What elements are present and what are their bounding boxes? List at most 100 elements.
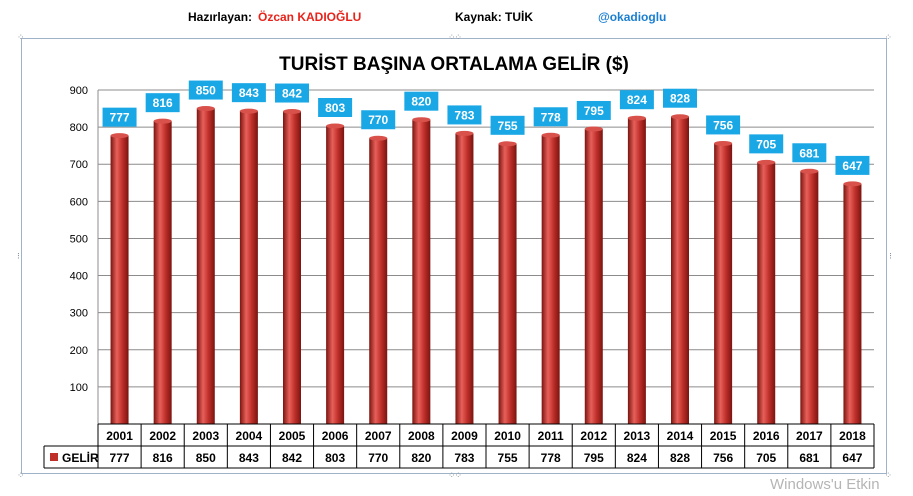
bar bbox=[455, 133, 474, 425]
table-value: 816 bbox=[153, 451, 173, 465]
data-label: 842 bbox=[282, 87, 302, 101]
bar bbox=[584, 128, 603, 424]
resize-handle-top-right[interactable]: ⁘ bbox=[884, 32, 891, 42]
data-label: 770 bbox=[368, 113, 388, 127]
x-tick-label: 2017 bbox=[796, 429, 823, 443]
bar-top bbox=[455, 130, 474, 136]
bar-top bbox=[196, 106, 215, 112]
data-label-box bbox=[188, 80, 223, 100]
data-label-box bbox=[361, 110, 396, 130]
resize-handle-right[interactable]: ⁝ bbox=[889, 251, 892, 261]
bar bbox=[412, 119, 431, 424]
bar-top bbox=[498, 141, 517, 147]
x-tick-label: 2005 bbox=[279, 429, 306, 443]
table-value: 756 bbox=[713, 451, 733, 465]
data-label-box bbox=[792, 143, 827, 163]
data-label-box bbox=[663, 88, 697, 108]
grid-lines bbox=[98, 89, 874, 388]
y-tick-label: 400 bbox=[70, 271, 88, 283]
resize-handle-bottom[interactable]: ⁘⁘ bbox=[448, 470, 462, 480]
prepared-by-name: Özcan KADIOĞLU bbox=[258, 10, 362, 24]
y-tick-label: 700 bbox=[70, 159, 88, 171]
x-tick-label: 2007 bbox=[365, 429, 392, 443]
y-tick-label: 600 bbox=[70, 196, 88, 208]
data-label: 783 bbox=[454, 108, 474, 122]
y-tick-label: 100 bbox=[70, 382, 88, 394]
table-value: 783 bbox=[454, 451, 474, 465]
table-value: 803 bbox=[325, 451, 345, 465]
table-value: 755 bbox=[498, 451, 518, 465]
data-label: 824 bbox=[627, 93, 647, 107]
x-tick-label: 2012 bbox=[580, 429, 607, 443]
x-tick-label: 2001 bbox=[106, 429, 133, 443]
x-tick-label: 2008 bbox=[408, 429, 435, 443]
bar-top bbox=[412, 117, 431, 123]
x-tick-label: 2018 bbox=[839, 429, 866, 443]
bar-top bbox=[757, 159, 776, 165]
x-tick-label: 2013 bbox=[624, 429, 651, 443]
x-tick-label: 2011 bbox=[538, 429, 564, 443]
data-label-box bbox=[835, 155, 870, 175]
data-label-box bbox=[318, 97, 353, 117]
x-tick-label: 2003 bbox=[192, 429, 219, 443]
data-label: 850 bbox=[196, 84, 216, 98]
bars bbox=[110, 106, 862, 425]
x-tick-label: 2009 bbox=[451, 429, 478, 443]
data-table: 2001 777 2002 816 2003 850 2004 843 2005 842 2006 8… bbox=[43, 423, 875, 469]
data-label-box bbox=[102, 107, 137, 127]
bar bbox=[153, 121, 172, 424]
report-header: Hazırlayan: Özcan KADIOĞLU Kaynak: TUİK … bbox=[0, 10, 913, 28]
x-tick-label: 2006 bbox=[322, 429, 349, 443]
x-tick-label: 2004 bbox=[236, 429, 263, 443]
bar-top bbox=[110, 133, 129, 139]
bar bbox=[714, 143, 733, 424]
bar bbox=[843, 183, 862, 424]
data-label: 795 bbox=[584, 104, 604, 118]
data-label: 705 bbox=[756, 137, 776, 151]
resize-handle-bottom-left[interactable]: ⁘ bbox=[17, 470, 24, 480]
table-value: 842 bbox=[282, 451, 302, 465]
legend-key bbox=[50, 453, 58, 461]
y-tick-label: 300 bbox=[70, 308, 88, 320]
data-label-box bbox=[706, 115, 741, 135]
table-value: 828 bbox=[670, 451, 690, 465]
table-value: 850 bbox=[196, 451, 216, 465]
bar-top bbox=[584, 126, 603, 132]
data-label: 756 bbox=[713, 118, 733, 132]
data-label: 816 bbox=[153, 96, 173, 110]
bar bbox=[369, 138, 388, 424]
bar bbox=[326, 125, 345, 425]
data-label: 843 bbox=[239, 86, 259, 100]
legend-label: GELİR bbox=[62, 450, 99, 465]
bar-top bbox=[627, 115, 646, 121]
bar-top bbox=[369, 135, 388, 141]
bar-top bbox=[153, 118, 172, 124]
table-value: 705 bbox=[756, 451, 776, 465]
data-label-box bbox=[404, 91, 439, 111]
bar bbox=[196, 108, 215, 425]
resize-handle-top-left[interactable]: ⁘ bbox=[17, 32, 24, 42]
data-label-box bbox=[533, 107, 568, 127]
resize-handle-top[interactable]: ⁘⁘ bbox=[448, 32, 462, 42]
table-value: 795 bbox=[584, 451, 604, 465]
y-tick-label: 200 bbox=[70, 345, 88, 357]
table-value: 647 bbox=[842, 451, 862, 465]
resize-handle-bottom-right[interactable]: ⁘ bbox=[884, 470, 891, 480]
data-label-box bbox=[490, 115, 525, 135]
resize-handle-left[interactable]: ⁝ bbox=[17, 251, 20, 261]
bar-top bbox=[714, 140, 733, 146]
table-value: 824 bbox=[627, 451, 647, 465]
data-labels: 777 816 850 843 842 803 770 820 783 755 778 795 824 8… bbox=[102, 80, 870, 175]
y-axis: 100 200 300 400 500 600 700 800 900 bbox=[70, 85, 99, 424]
bar bbox=[541, 135, 560, 424]
bar-top bbox=[283, 109, 301, 115]
data-label: 778 bbox=[541, 110, 561, 124]
data-label: 681 bbox=[799, 146, 819, 160]
data-label: 803 bbox=[325, 101, 345, 115]
table-value: 778 bbox=[541, 451, 561, 465]
chart-title: TURİST BAŞINA ORTALAMA GELİR ($) bbox=[279, 54, 629, 75]
data-label: 820 bbox=[411, 95, 431, 109]
bar bbox=[110, 135, 129, 424]
bar-top bbox=[239, 108, 258, 114]
bar bbox=[757, 162, 776, 424]
